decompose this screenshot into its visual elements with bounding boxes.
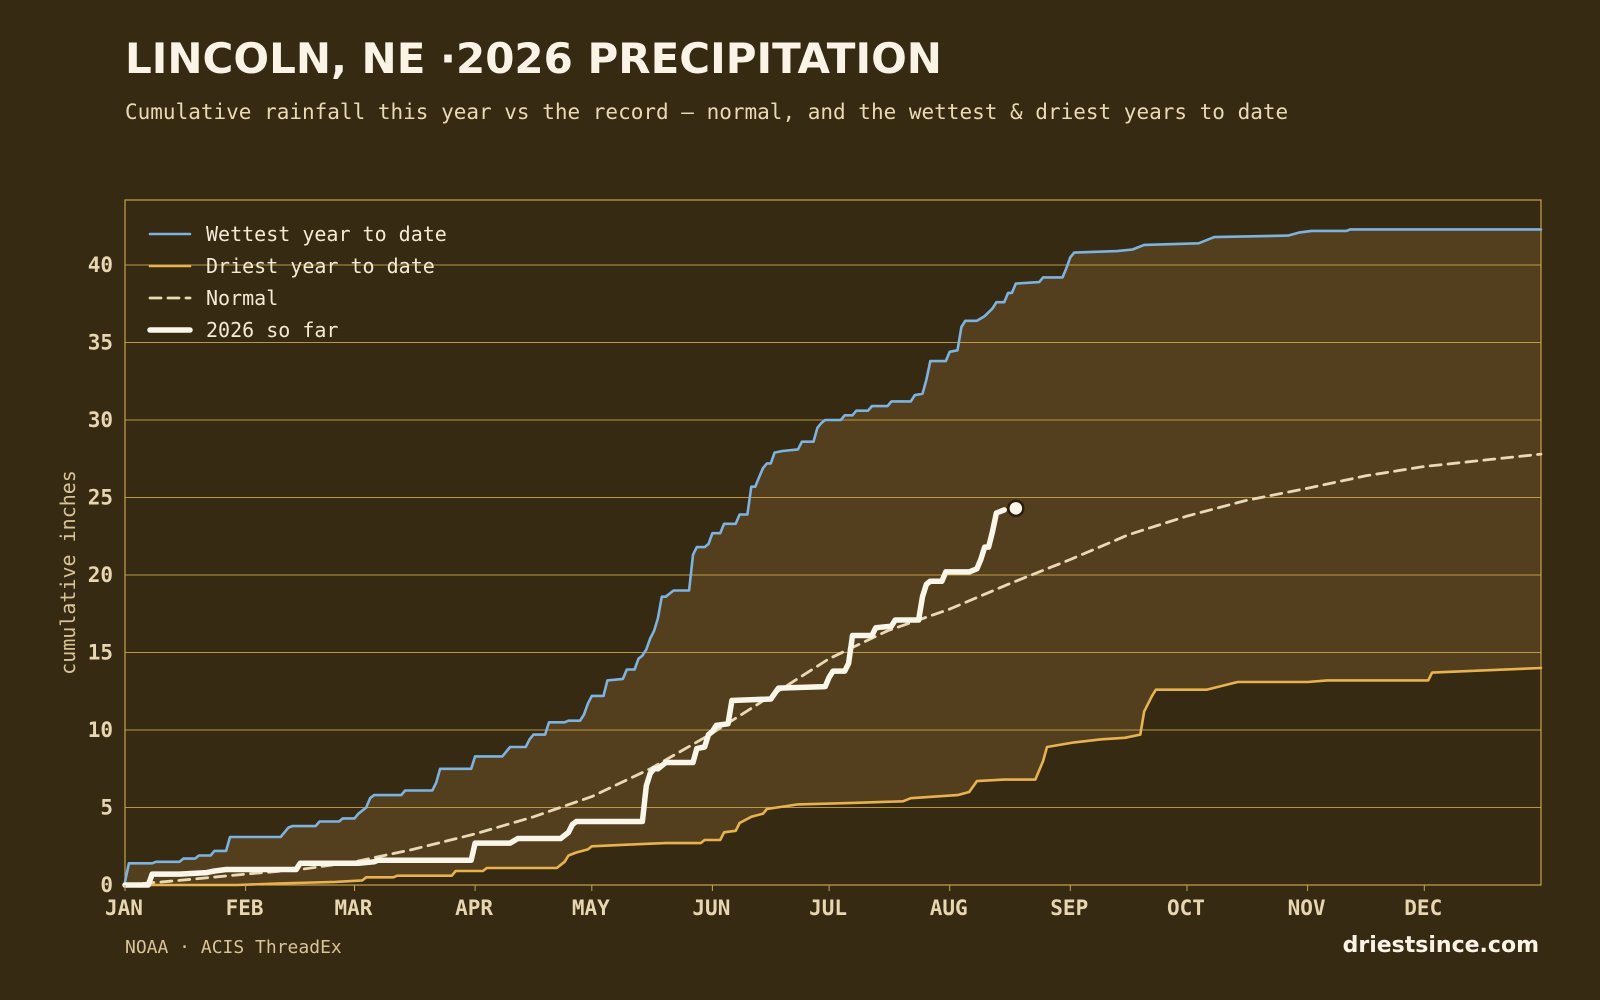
x-tick-feb: FEB	[226, 896, 264, 920]
y-tick-40: 40	[88, 253, 113, 277]
y-tick-labels: 0 5 10 15 20 25 30 35 40	[88, 253, 113, 897]
y-tick-5: 5	[100, 796, 113, 820]
series-line-wettest-year-to-date	[123, 228, 1543, 884]
legend-label: Wettest year to date	[206, 222, 447, 246]
x-tick-nov: NOV	[1288, 896, 1326, 920]
series-line-normal	[123, 452, 1543, 887]
y-tick-35: 35	[88, 331, 113, 355]
legend: Wettest year to date Driest year to date N…	[147, 222, 447, 342]
series-line-2026-so-far	[122, 507, 1007, 888]
y-tick-10: 10	[88, 718, 113, 742]
x-tick-may: MAY	[572, 896, 610, 920]
x-tick-mar: MAR	[335, 896, 373, 920]
y-tick-20: 20	[88, 563, 113, 587]
source-credit: NOAA · ACIS ThreadEx	[125, 937, 342, 958]
legend-label: Driest year to date	[206, 254, 435, 278]
y-tick-30: 30	[88, 408, 113, 432]
y-gridlines	[125, 264, 1541, 808]
chart-subtitle: Cumulative rainfall this year vs the rec…	[125, 100, 1289, 124]
x-tick-jun: JUN	[692, 896, 730, 920]
wet-dry-range-band	[125, 229, 1541, 885]
site-link[interactable]: driestsince.com	[1342, 933, 1539, 958]
current-value-marker	[1007, 499, 1025, 518]
x-tick-apr: APR	[455, 896, 493, 920]
y-tick-15: 15	[88, 641, 113, 665]
legend-label: Normal	[206, 286, 278, 310]
range-band-fill	[125, 229, 1541, 885]
x-tick-aug: AUG	[930, 896, 968, 920]
x-tick-labels: JAN FEB MAR APR MAY JUN JUL AUG SEP OCT NOV DEC	[105, 885, 1442, 920]
y-tick-0: 0	[100, 873, 113, 897]
y-tick-25: 25	[88, 486, 113, 510]
x-tick-dec: DEC	[1404, 896, 1442, 920]
legend-label: 2026 so far	[206, 318, 338, 342]
x-tick-oct: OCT	[1167, 896, 1205, 920]
x-tick-sep: SEP	[1050, 896, 1088, 920]
series-line-driest-year-to-date	[123, 666, 1543, 887]
x-tick-jan: JAN	[105, 896, 143, 920]
y-axis-label: cumulative inches	[56, 470, 80, 675]
chart-title: LINCOLN, NE ·2026 PRECIPITATION	[125, 34, 942, 83]
series-lines	[122, 228, 1543, 888]
plot-frame	[124, 199, 1542, 886]
x-tick-jul: JUL	[809, 896, 847, 920]
